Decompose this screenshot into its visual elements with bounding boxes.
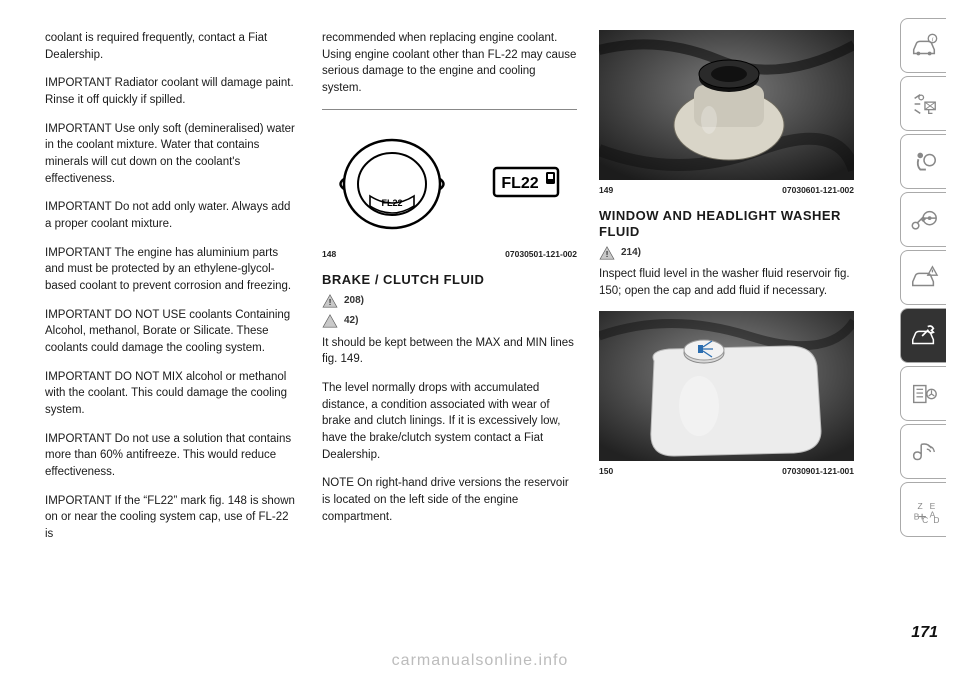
para: IMPORTANT Radiator coolant will damage p… [45,75,300,108]
svg-text:D: D [933,515,939,525]
fig-num: 150 [599,465,613,477]
tab-maintenance[interactable] [900,308,946,363]
figure-150-caption: 150 07030901-121-001 [599,465,854,477]
car-info-icon: i [909,31,939,61]
para: IMPORTANT Do not use a solution that con… [45,431,300,481]
svg-text:!: ! [606,249,609,259]
warn-label: 214) [621,246,641,261]
para: The level normally drops with accumulate… [322,380,577,463]
warn-label: 208) [344,294,364,309]
spec-list-icon [909,379,939,409]
figure-149-brake-reservoir [599,30,854,180]
caution-triangle-icon [322,314,338,328]
column-1: coolant is required frequently, contact … [45,30,300,598]
page-content: coolant is required frequently, contact … [0,0,960,618]
tab-driving[interactable] [900,250,946,305]
tab-vehicle[interactable]: i [900,18,946,73]
figure-148-caption: 148 07030501-121-002 [322,248,577,260]
warn-label: 42) [344,314,358,329]
svg-text:Z: Z [917,501,922,511]
para: IMPORTANT DO NOT USE coolants Containing… [45,307,300,357]
para: IMPORTANT The engine has aluminium parts… [45,245,300,295]
warning-triangle-icon: ! [322,294,338,308]
fl22-label: FL22 [501,175,538,192]
tab-lights[interactable] [900,76,946,131]
figure-148-cap: FL22 FL22 [322,124,572,244]
fig-code: 07030601-121-002 [782,184,854,196]
tab-keys[interactable] [900,192,946,247]
fig-code: 07030901-121-001 [782,465,854,477]
tab-safety[interactable] [900,134,946,189]
tab-index[interactable]: Z E B C A D [900,482,946,537]
fig-num: 149 [599,184,613,196]
car-warning-icon [909,263,939,293]
heading-washer-fluid: WINDOW AND HEADLIGHT WASHER FLUID [599,208,854,239]
para: NOTE On right-hand drive versions the re… [322,475,577,525]
para: Inspect fluid level in the washer fluid … [599,266,854,299]
airbag-seat-icon [909,147,939,177]
fig-num: 148 [322,248,336,260]
dashboard-light-icon [909,89,939,119]
para: It should be kept between the MAX and MI… [322,335,577,368]
divider [322,109,577,110]
figure-149-caption: 149 07030601-121-002 [599,184,854,196]
watermark: carmanualsonline.info [0,652,960,670]
section-tabs: i [900,18,946,540]
svg-text:!: ! [329,297,332,307]
heading-brake-clutch: BRAKE / CLUTCH FLUID [322,272,577,288]
para: IMPORTANT DO NOT MIX alcohol or methanol… [45,369,300,419]
para: coolant is required frequently, contact … [45,30,300,63]
wrench-car-icon [909,321,939,351]
tab-specifications[interactable] [900,366,946,421]
column-3: 149 07030601-121-002 WINDOW AND HEADLIGH… [599,30,854,598]
figure-150-washer-reservoir [599,311,854,461]
warning-ref-208: ! 208) [322,294,577,309]
warning-triangle-icon: ! [599,246,615,260]
warning-ref-214: ! 214) [599,246,854,261]
page-number: 171 [911,624,938,642]
fig-code: 07030501-121-002 [505,248,577,260]
para: recommended when replacing engine coolan… [322,30,577,97]
alphabet-index-icon: Z E B C A D [909,495,939,525]
column-2: recommended when replacing engine coolan… [322,30,577,598]
para: IMPORTANT Use only soft (demineralised) … [45,121,300,188]
warning-ref-42: 42) [322,314,577,329]
multimedia-icon [909,437,939,467]
para: IMPORTANT Do not add only water. Always … [45,199,300,232]
tab-multimedia[interactable] [900,424,946,479]
para: IMPORTANT If the “FL22” mark fig. 148 is… [45,493,300,543]
cap-mark-text: FL22 [381,198,402,208]
key-steering-icon [909,205,939,235]
